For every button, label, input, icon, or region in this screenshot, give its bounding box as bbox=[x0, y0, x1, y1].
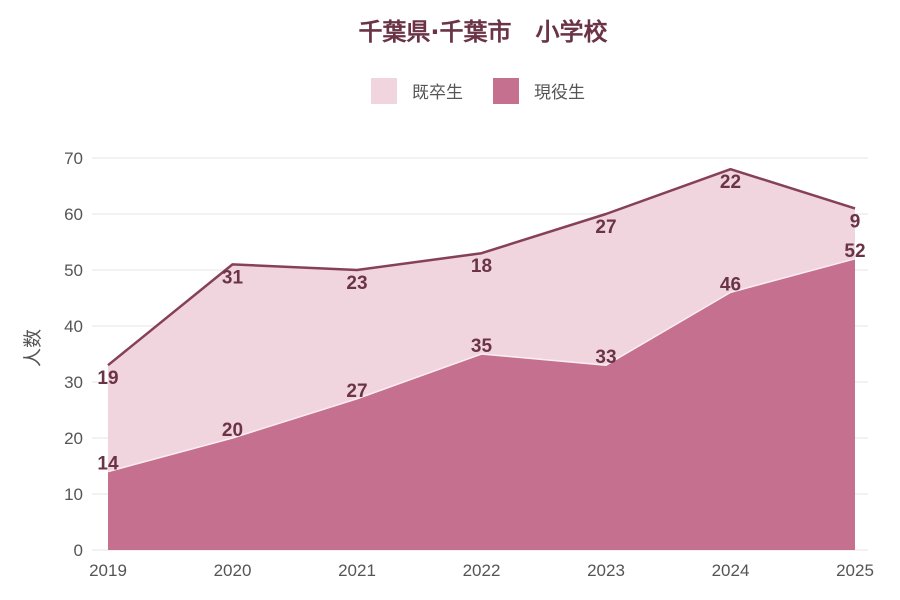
data-label-current-students: 46 bbox=[720, 274, 741, 295]
x-tick-label: 2021 bbox=[338, 561, 376, 580]
legend-swatch-current-students bbox=[493, 78, 519, 104]
y-tick-label: 40 bbox=[64, 317, 83, 336]
legend-label-graduates: 既卒生 bbox=[412, 83, 463, 103]
x-tick-label: 2019 bbox=[89, 561, 127, 580]
x-tick-label: 2020 bbox=[214, 561, 252, 580]
area-current-students bbox=[108, 258, 855, 550]
y-tick-label: 60 bbox=[64, 205, 83, 224]
legend-swatch-graduates bbox=[371, 78, 397, 104]
data-label-graduates: 22 bbox=[720, 172, 741, 193]
line-total bbox=[107, 167, 856, 367]
y-axis-label: 人数 bbox=[22, 329, 44, 367]
data-label-current-students: 20 bbox=[222, 420, 243, 441]
data-label-current-students: 52 bbox=[844, 241, 865, 262]
x-tick-label: 2024 bbox=[712, 561, 750, 580]
x-tick-label: 2025 bbox=[836, 561, 874, 580]
legend: 既卒生 現役生 bbox=[371, 78, 585, 104]
data-label-current-students: 27 bbox=[346, 381, 367, 402]
data-labels: 14 20 27 35 33 46 52 19 31 23 18 27 22 9 bbox=[97, 172, 865, 474]
line-current-students bbox=[107, 258, 856, 473]
data-label-graduates: 23 bbox=[346, 273, 367, 294]
plot-areas bbox=[107, 167, 856, 550]
data-label-graduates: 18 bbox=[471, 256, 492, 277]
x-axis-ticks: 2019 2020 2021 2022 2023 2024 2025 bbox=[89, 561, 874, 580]
data-label-current-students: 33 bbox=[595, 347, 616, 368]
data-label-graduates: 31 bbox=[222, 267, 244, 288]
chart-title: 千葉県·千葉市 小学校 bbox=[358, 18, 608, 46]
legend-label-current-students: 現役生 bbox=[534, 83, 585, 103]
y-tick-label: 10 bbox=[64, 485, 83, 504]
area-graduates bbox=[108, 169, 855, 472]
y-tick-label: 0 bbox=[74, 541, 83, 560]
data-label-current-students: 35 bbox=[471, 336, 493, 357]
data-label-current-students: 14 bbox=[97, 454, 119, 475]
data-label-graduates: 19 bbox=[97, 368, 118, 389]
data-label-graduates: 27 bbox=[595, 217, 616, 238]
y-tick-label: 30 bbox=[64, 373, 83, 392]
y-axis-ticks: 0 10 20 30 40 50 60 70 bbox=[64, 149, 83, 560]
y-tick-label: 70 bbox=[64, 149, 83, 168]
y-tick-label: 50 bbox=[64, 261, 83, 280]
x-tick-label: 2022 bbox=[463, 561, 501, 580]
y-tick-label: 20 bbox=[64, 429, 83, 448]
x-tick-label: 2023 bbox=[587, 561, 625, 580]
data-label-graduates: 9 bbox=[850, 211, 861, 232]
